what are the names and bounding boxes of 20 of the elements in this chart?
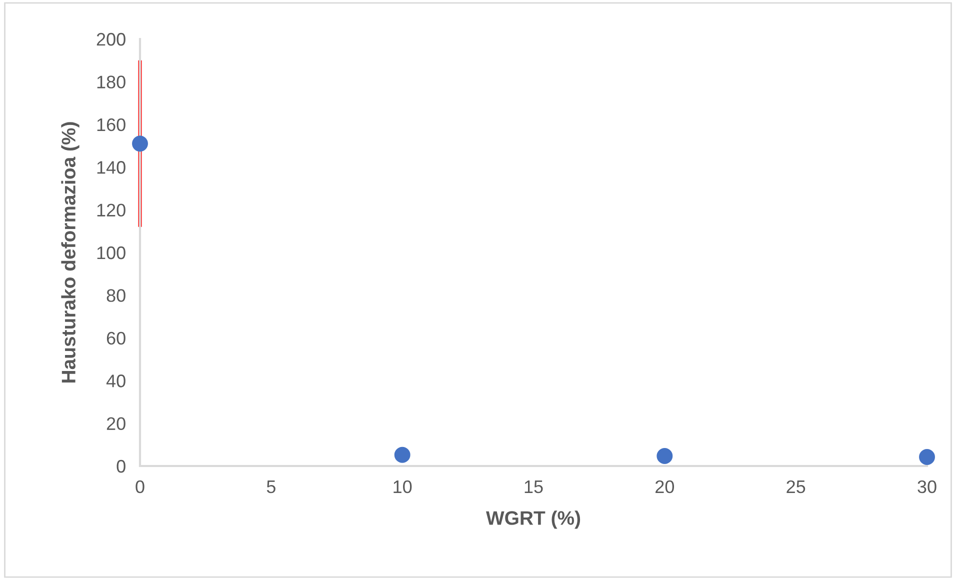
y-tick-label: 0	[116, 460, 126, 473]
x-tick-label: 25	[786, 480, 806, 494]
x-tick-label: 10	[394, 480, 412, 494]
y-tick-label: 60	[106, 332, 126, 345]
x-axis-title: WGRT (%)	[486, 510, 580, 529]
y-tick-label: 40	[106, 374, 126, 388]
x-tick-label: 15	[524, 480, 543, 494]
y-tick-label: 140	[97, 161, 126, 174]
y-tick-label: 180	[97, 76, 126, 88]
x-tick-label: 30	[918, 480, 936, 494]
x-tick-label: 5	[266, 480, 276, 494]
x-tick-label: 20	[656, 480, 674, 494]
y-tick-label: 80	[106, 289, 126, 302]
y-tick-label: 100	[97, 246, 126, 260]
y-tick-label: 20	[106, 417, 126, 430]
y-tick-label: 120	[97, 204, 126, 217]
y-tick-label: 160	[97, 118, 126, 132]
y-tick-label: 200	[96, 32, 126, 46]
y-axis-title: Hausturako deformazioa (%)	[61, 122, 80, 382]
x-tick-label: 0	[136, 480, 144, 494]
